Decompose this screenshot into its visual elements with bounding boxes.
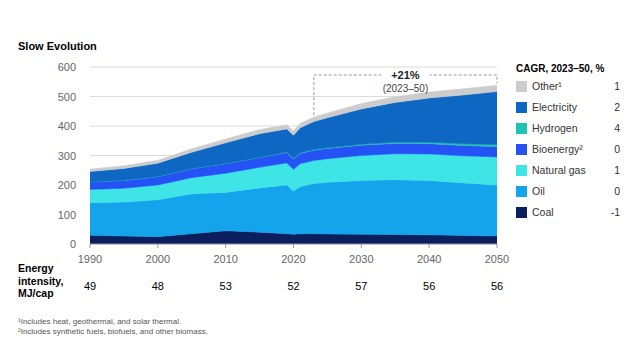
energy-intensity-value: 53 bbox=[220, 280, 232, 292]
energy-intensity-value: 57 bbox=[355, 280, 367, 292]
legend-label: Natural gas bbox=[532, 164, 586, 176]
y-tick-label: 400 bbox=[58, 120, 76, 132]
x-tick bbox=[497, 244, 498, 248]
x-tick bbox=[429, 244, 430, 248]
legend-label: Electricity bbox=[532, 101, 578, 113]
footnote: ²Includes synthetic fuels, biofuels, and… bbox=[18, 327, 208, 336]
y-tick-label: 0 bbox=[70, 238, 76, 250]
y-tick-label: 500 bbox=[58, 91, 76, 103]
area bbox=[90, 91, 497, 181]
legend-swatch bbox=[516, 144, 527, 155]
legend-cagr: -1 bbox=[611, 206, 620, 218]
grid-line bbox=[90, 67, 497, 68]
annotation-bg bbox=[381, 69, 429, 81]
legend-title: CAGR, 2023–50, % bbox=[516, 63, 604, 74]
legend-cagr: 4 bbox=[614, 122, 620, 134]
energy-intensity-label: Energyintensity,MJ/cap bbox=[18, 262, 63, 299]
legend-label: Bioenergy² bbox=[532, 143, 583, 155]
legend-label: Oil bbox=[532, 185, 545, 197]
plot-area bbox=[90, 85, 497, 244]
annotation-box bbox=[314, 75, 497, 115]
title: Slow Evolution bbox=[18, 40, 97, 52]
legend-swatch bbox=[516, 102, 527, 113]
legend-swatch bbox=[516, 165, 527, 176]
energy-intensity-value: 56 bbox=[423, 280, 435, 292]
x-tick-label: 2020 bbox=[281, 253, 305, 265]
legend-swatch bbox=[516, 207, 527, 218]
x-tick-label: 2030 bbox=[349, 253, 373, 265]
x-tick-label: 2000 bbox=[146, 253, 170, 265]
label-line: intensity, bbox=[18, 275, 63, 287]
x-tick bbox=[225, 244, 226, 248]
y-tick-label: 200 bbox=[58, 179, 76, 191]
y-tick-label: 600 bbox=[58, 61, 76, 73]
x-tick bbox=[361, 244, 362, 248]
label-line: Energy bbox=[18, 262, 54, 274]
legend-label: Other¹ bbox=[532, 80, 562, 92]
legend-label: Hydrogen bbox=[532, 122, 578, 134]
y-tick-label: 300 bbox=[58, 150, 76, 162]
legend-label: Coal bbox=[532, 206, 554, 218]
legend-swatch bbox=[516, 186, 527, 197]
x-tick bbox=[293, 244, 294, 248]
legend-swatch bbox=[516, 81, 527, 92]
energy-intensity-value: 56 bbox=[491, 280, 503, 292]
x-tick bbox=[90, 244, 91, 248]
label-line: MJ/cap bbox=[18, 287, 54, 299]
x-tick-label: 2010 bbox=[213, 253, 237, 265]
annotation-subtext: (2023–50) bbox=[383, 83, 429, 94]
y-tick-label: 100 bbox=[58, 209, 76, 221]
legend-cagr: 0 bbox=[614, 185, 620, 197]
area bbox=[90, 85, 497, 171]
legend-cagr: 1 bbox=[614, 164, 620, 176]
chart: Slow Evolution01002003004005006001990200… bbox=[0, 0, 628, 360]
footnote: ¹Includes heat, geothermal, and solar th… bbox=[18, 317, 181, 326]
energy-intensity-value: 48 bbox=[152, 280, 164, 292]
x-tick-label: 2050 bbox=[485, 253, 509, 265]
x-tick bbox=[157, 244, 158, 248]
legend-cagr: 1 bbox=[614, 80, 620, 92]
legend-swatch bbox=[516, 123, 527, 134]
legend-cagr: 2 bbox=[614, 101, 620, 113]
energy-intensity-value: 49 bbox=[84, 280, 96, 292]
x-tick-label: 2040 bbox=[417, 253, 441, 265]
legend-cagr: 0 bbox=[614, 143, 620, 155]
x-tick-label: 1990 bbox=[78, 253, 102, 265]
annotation-text: +21% bbox=[391, 69, 420, 81]
energy-intensity-value: 52 bbox=[287, 280, 299, 292]
